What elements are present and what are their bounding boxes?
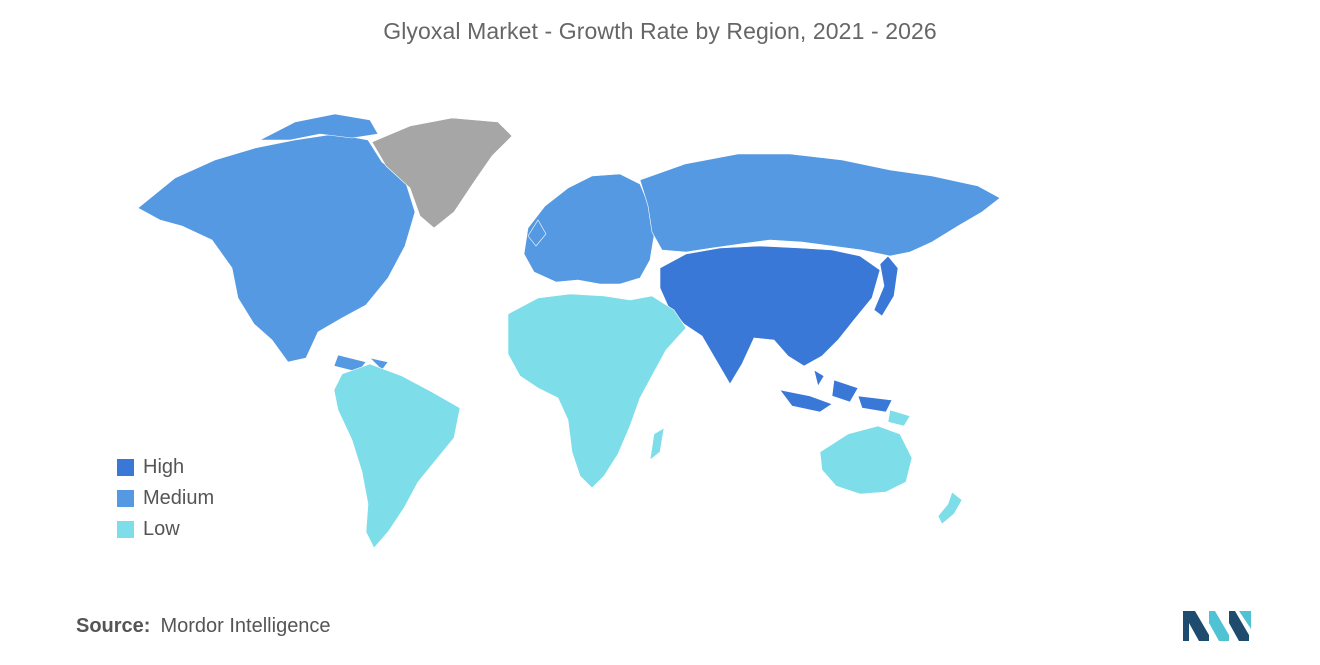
region-north-america [137,133,416,363]
legend-item-high: High [117,452,214,483]
legend-item-low: Low [117,514,214,545]
legend-swatch-medium [117,490,134,507]
region-australia [819,425,913,495]
logo-shape-2 [1203,611,1229,641]
logo-shape-1 [1183,611,1209,641]
region-japan [873,255,899,317]
source-line: Source: Mordor Intelligence [76,615,331,638]
region-madagascar [649,427,665,461]
mordor-intelligence-logo [1183,611,1251,641]
legend: High Medium Low [117,452,214,545]
region-russia [639,153,1001,257]
world-map-svg [137,113,1001,549]
region-papua [887,409,911,427]
logo-shape-3 [1223,611,1249,641]
legend-label-low: Low [143,518,180,540]
region-asia-pacific [659,245,881,385]
region-europe [523,173,655,285]
region-southeast-asia-islands [779,369,893,413]
region-greenland [371,117,513,229]
world-map [120,100,1200,570]
region-middle-east-africa [507,293,687,489]
legend-label-medium: Medium [143,487,215,509]
logo-shape-4 [1239,611,1251,629]
region-new-zealand [937,491,963,525]
source-label: Source: [76,615,151,637]
chart-title: Glyoxal Market - Growth Rate by Region, … [383,18,937,44]
legend-item-medium: Medium [117,483,214,514]
source-value: Mordor Intelligence [160,615,331,637]
region-south-america [333,363,461,549]
legend-swatch-high [117,459,134,476]
legend-swatch-low [117,521,134,538]
legend-label-high: High [143,456,185,478]
